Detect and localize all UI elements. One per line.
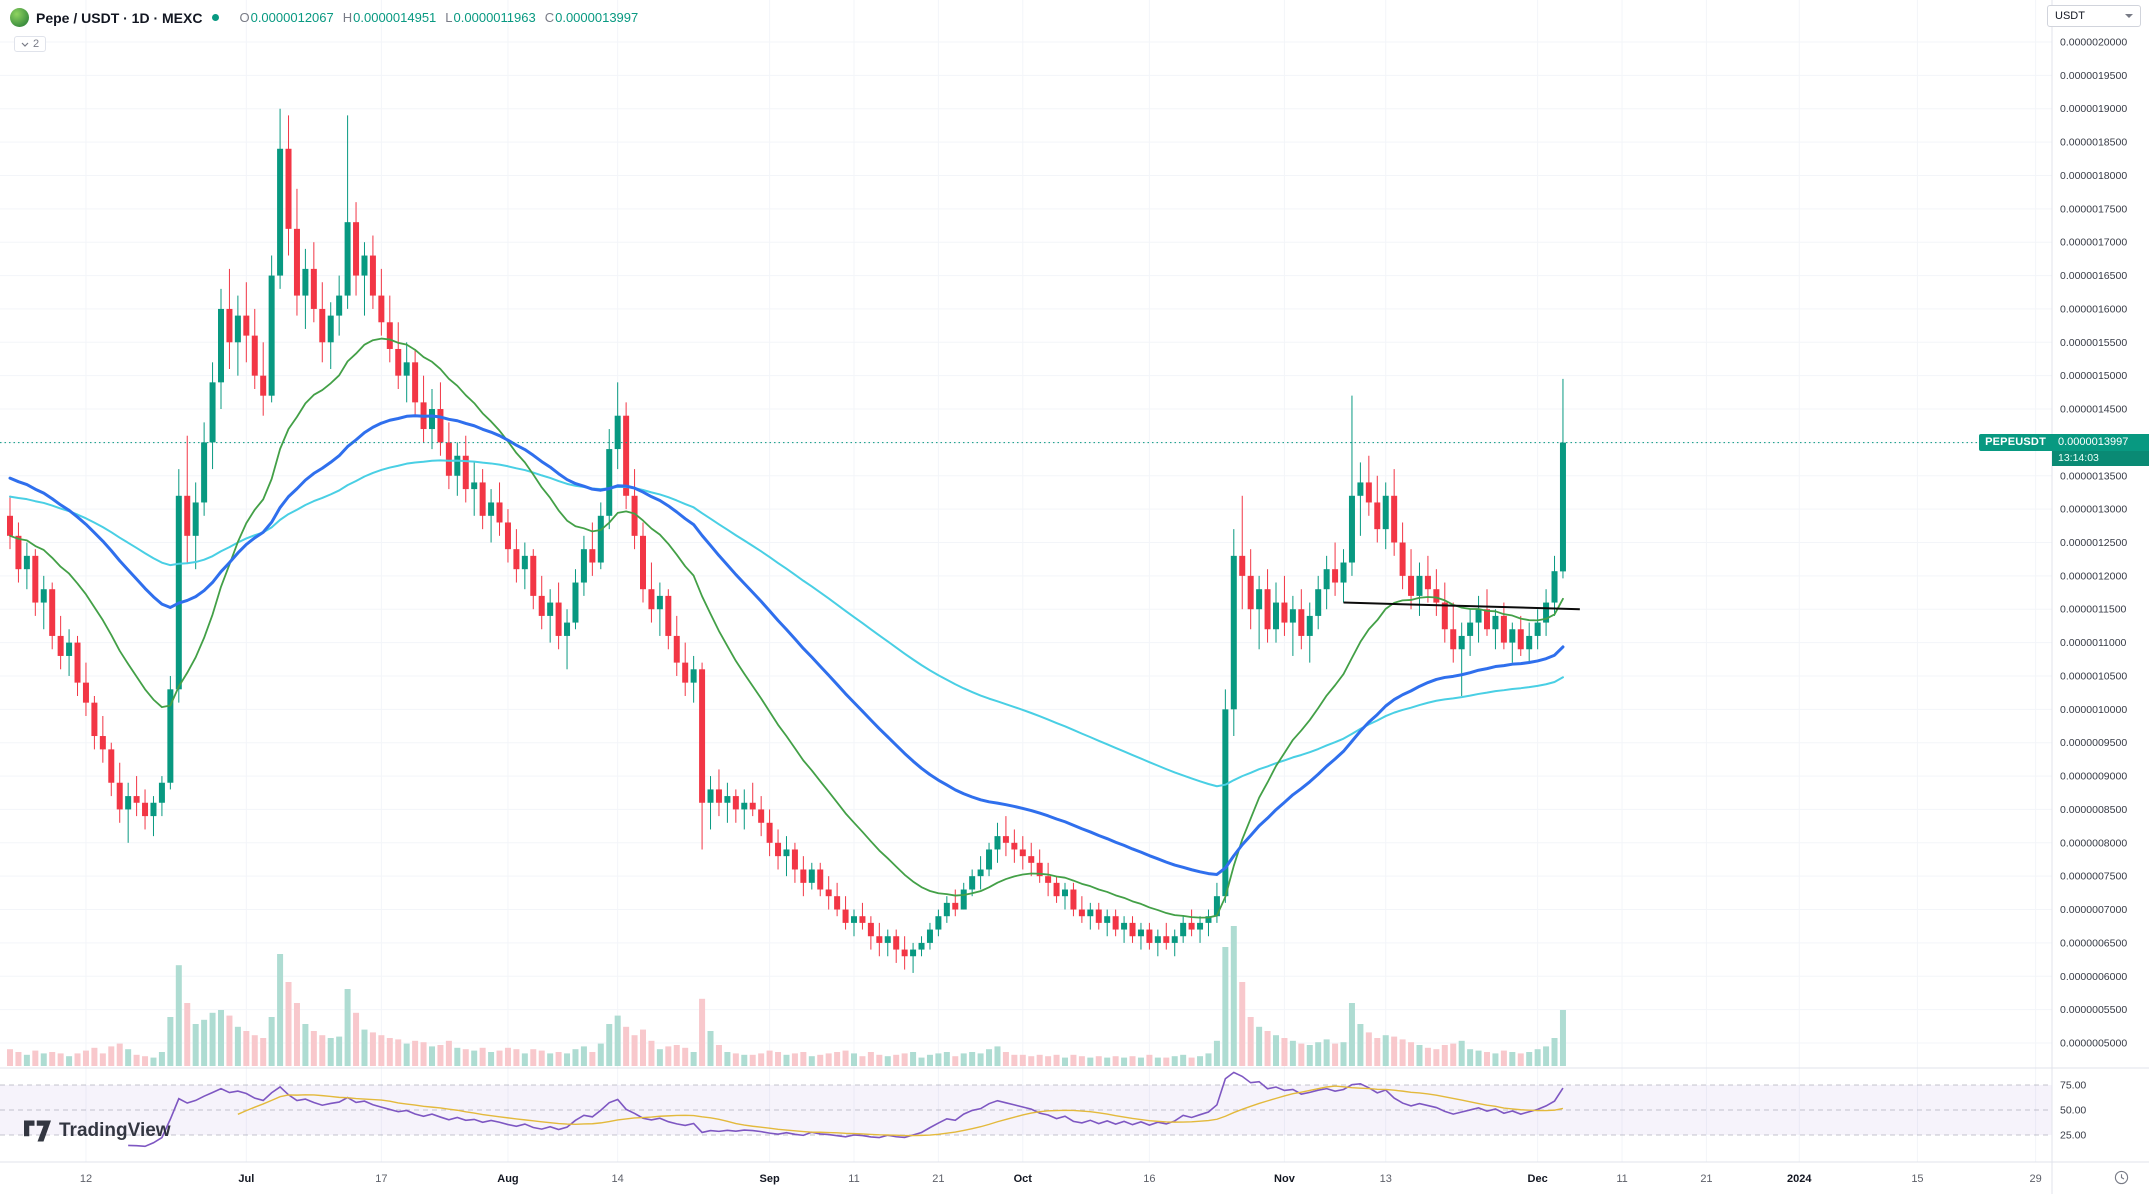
svg-text:0.0000006000: 0.0000006000 <box>2060 971 2127 983</box>
svg-text:15: 15 <box>1911 1173 1923 1185</box>
svg-text:2024: 2024 <box>1787 1173 1812 1185</box>
svg-text:0.0000005500: 0.0000005500 <box>2060 1004 2127 1016</box>
ma-layer <box>8 337 1580 919</box>
price-flag-countdown: 13:14:03 <box>2052 451 2149 466</box>
current-price-flag[interactable]: PEPEUSDT 0.0000013997 13:14:03 <box>1979 434 2149 466</box>
candles-layer <box>7 108 1566 973</box>
svg-text:0.0000009000: 0.0000009000 <box>2060 771 2127 783</box>
svg-text:11: 11 <box>1616 1173 1627 1185</box>
svg-text:Aug: Aug <box>497 1173 518 1185</box>
market-status-dot <box>212 14 220 21</box>
svg-text:21: 21 <box>932 1173 944 1185</box>
chevron-down-icon <box>2125 14 2133 18</box>
price-flag-value: 0.0000013997 <box>2052 434 2149 451</box>
svg-text:0.0000015000: 0.0000015000 <box>2060 370 2127 382</box>
svg-text:0.0000014500: 0.0000014500 <box>2060 404 2127 416</box>
price-scale-currency-button[interactable]: USDT <box>2047 5 2141 27</box>
volume-layer <box>7 926 1566 1066</box>
svg-text:Jul: Jul <box>238 1173 254 1185</box>
svg-text:21: 21 <box>1700 1173 1712 1185</box>
svg-text:0.0000005000: 0.0000005000 <box>2060 1038 2127 1050</box>
trendline <box>1343 601 1580 611</box>
ohlc-open-value: 0.0000012067 <box>250 10 334 25</box>
pepe-logo <box>10 8 29 27</box>
svg-text:0.0000006500: 0.0000006500 <box>2060 937 2127 949</box>
svg-text:16: 16 <box>1143 1173 1155 1185</box>
svg-text:0.0000011000: 0.0000011000 <box>2060 637 2127 649</box>
ma-21-line <box>9 337 1564 919</box>
grid-layer <box>0 0 2052 1162</box>
rsi-line <box>128 1071 1564 1148</box>
svg-text:25.00: 25.00 <box>2060 1130 2086 1142</box>
price-flag-symbol: PEPEUSDT <box>1979 434 2052 451</box>
svg-text:0.0000012500: 0.0000012500 <box>2060 537 2127 549</box>
ma-100-line <box>9 459 1564 788</box>
svg-text:Oct: Oct <box>1014 1173 1033 1185</box>
ohlc-low-label: L <box>445 10 453 25</box>
ohlc-low-value: 0.0000011963 <box>453 10 536 25</box>
svg-text:0.0000008500: 0.0000008500 <box>2060 804 2127 816</box>
svg-text:0.0000009500: 0.0000009500 <box>2060 737 2127 749</box>
ohlc-readout: O 0.0000012067 H 0.0000014951 L 0.000001196… <box>230 10 638 25</box>
ohlc-high-value: 0.0000014951 <box>353 10 437 25</box>
rsi-ma-line <box>237 1085 1564 1137</box>
ohlc-high-label: H <box>342 10 353 25</box>
price-flag-values: 0.0000013997 13:14:03 <box>2052 434 2149 466</box>
svg-text:0.0000008000: 0.0000008000 <box>2060 837 2127 849</box>
svg-text:11: 11 <box>848 1173 859 1185</box>
tradingview-logo[interactable]: TradingView <box>24 1120 171 1142</box>
svg-text:Nov: Nov <box>1274 1173 1296 1185</box>
ohlc-close-label: C <box>544 10 555 25</box>
svg-text:12: 12 <box>80 1173 92 1185</box>
ohlc-open-label: O <box>239 10 250 25</box>
svg-text:0.0000011500: 0.0000011500 <box>2060 604 2127 616</box>
svg-text:0.0000020000: 0.0000020000 <box>2060 37 2127 49</box>
indicators-collapse-chip[interactable]: 2 <box>14 36 47 52</box>
indicator-count: 2 <box>33 38 40 50</box>
time-axis[interactable]: 12 Jul 17 Aug 14 Sep 11 21 Oct 16 Nov 13 Dec 11 21 2024… <box>80 1173 2042 1185</box>
timezone-clock-icon[interactable] <box>2114 1170 2129 1190</box>
tradingview-wordmark: TradingView <box>59 1120 171 1141</box>
svg-text:0.0000010000: 0.0000010000 <box>2060 704 2127 716</box>
svg-text:0.0000018500: 0.0000018500 <box>2060 137 2127 149</box>
chevron-down-icon <box>21 42 29 47</box>
svg-text:Dec: Dec <box>1528 1173 1548 1185</box>
ma-50-line <box>8 414 1565 876</box>
rsi-pane <box>0 1071 2052 1148</box>
svg-text:0.0000018000: 0.0000018000 <box>2060 170 2127 182</box>
price-axis[interactable]: 0.0000020000 0.0000019500 0.0000019000 0.00… <box>2060 37 2127 1142</box>
svg-text:0.0000013000: 0.0000013000 <box>2060 504 2127 516</box>
svg-text:17: 17 <box>375 1173 387 1185</box>
symbol-title[interactable]: Pepe / USDT · 1D · MEXC <box>36 9 203 26</box>
svg-text:0.0000019000: 0.0000019000 <box>2060 103 2127 115</box>
svg-text:Sep: Sep <box>760 1173 780 1185</box>
svg-text:0.0000010500: 0.0000010500 <box>2060 670 2127 682</box>
currency-label: USDT <box>2055 10 2085 22</box>
svg-text:0.0000013500: 0.0000013500 <box>2060 470 2127 482</box>
svg-text:0.0000012000: 0.0000012000 <box>2060 570 2127 582</box>
svg-text:0.0000007500: 0.0000007500 <box>2060 871 2127 883</box>
tradingview-mark-icon <box>24 1120 51 1142</box>
svg-text:0.0000016000: 0.0000016000 <box>2060 303 2127 315</box>
svg-text:29: 29 <box>2029 1173 2041 1185</box>
svg-text:13: 13 <box>1380 1173 1392 1185</box>
ohlc-close-value: 0.0000013997 <box>555 10 639 25</box>
svg-text:0.0000017000: 0.0000017000 <box>2060 237 2127 249</box>
svg-text:14: 14 <box>612 1173 624 1185</box>
svg-text:0.0000015500: 0.0000015500 <box>2060 337 2127 349</box>
svg-text:0.0000017500: 0.0000017500 <box>2060 203 2127 215</box>
svg-text:0.0000019500: 0.0000019500 <box>2060 70 2127 82</box>
svg-text:50.00: 50.00 <box>2060 1105 2086 1117</box>
svg-text:75.00: 75.00 <box>2060 1080 2086 1092</box>
svg-text:0.0000016500: 0.0000016500 <box>2060 270 2127 282</box>
svg-text:0.0000007000: 0.0000007000 <box>2060 904 2127 916</box>
